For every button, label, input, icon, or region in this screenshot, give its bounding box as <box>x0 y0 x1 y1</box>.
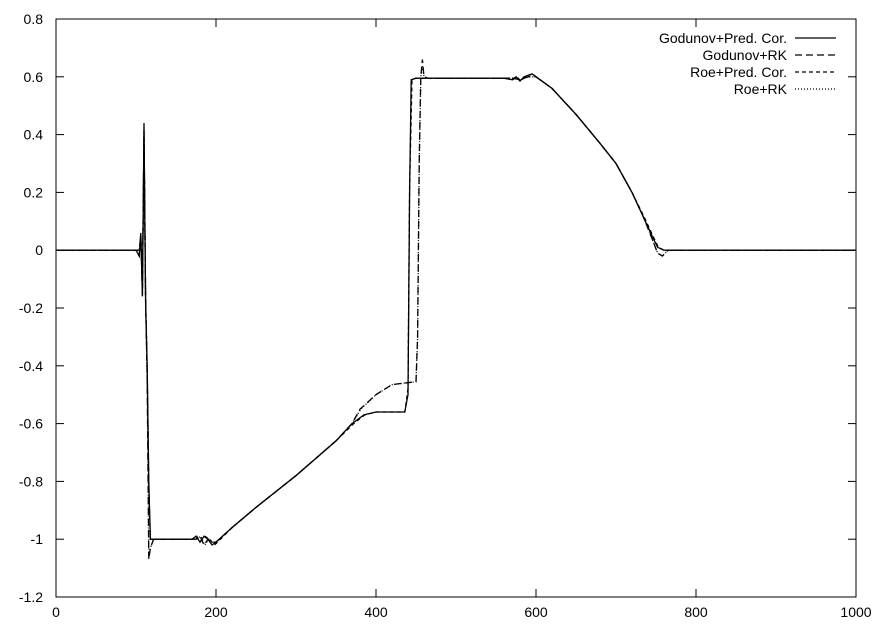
y-tick-label: 0.8 <box>24 11 44 27</box>
y-tick-label: 0.4 <box>24 127 44 143</box>
x-tick-label: 600 <box>524 604 548 620</box>
plot-frame <box>55 18 857 598</box>
series-lines <box>56 59 856 560</box>
legend-label: Godunov+Pred. Cor. <box>659 30 787 46</box>
series-line-1 <box>56 73 856 546</box>
x-tick-label: 400 <box>364 604 388 620</box>
x-tick-label: 200 <box>204 604 228 620</box>
axis-ticks: 0 200 400 600 800 1000 0.8 0.6 0.4 0.2 0 -0.2 -0.4 -0… <box>19 11 872 620</box>
series-line-4 <box>56 65 856 557</box>
y-tick-label: 0.6 <box>24 69 44 85</box>
y-tick-label: -0.8 <box>19 473 43 489</box>
legend-label: Roe+RK <box>734 81 788 97</box>
x-tick-label: 1000 <box>840 604 871 620</box>
y-tick-label: -0.2 <box>19 300 43 316</box>
legend-label: Roe+Pred. Cor. <box>690 64 787 80</box>
series-line-2 <box>56 59 856 560</box>
y-tick-label: 0 <box>35 242 43 258</box>
legend-label: Godunov+RK <box>703 47 788 63</box>
x-tick-label: 800 <box>684 604 708 620</box>
x-tick-label: 0 <box>52 604 60 620</box>
series-line-3 <box>56 73 856 546</box>
y-tick-label: -0.6 <box>19 416 43 432</box>
y-tick-label: -1.2 <box>19 589 43 605</box>
y-tick-label: -0.4 <box>19 358 43 374</box>
y-tick-label: 0.2 <box>24 184 44 200</box>
y-tick-label: -1 <box>31 531 44 547</box>
